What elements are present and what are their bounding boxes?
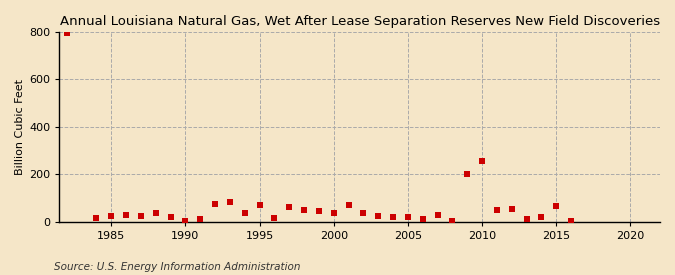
Point [358, 211, 369, 216]
Point [180, 218, 191, 223]
Point [254, 203, 265, 207]
Point [343, 203, 354, 207]
Point [195, 217, 206, 222]
Point [402, 215, 413, 219]
Point [151, 211, 161, 216]
Point [106, 214, 117, 218]
Point [387, 215, 398, 219]
Point [298, 208, 309, 212]
Point [462, 172, 472, 177]
Point [536, 215, 547, 219]
Point [136, 214, 146, 218]
Point [506, 207, 517, 211]
Point [521, 217, 532, 222]
Point [121, 212, 132, 217]
Point [328, 211, 339, 216]
Point [91, 216, 102, 220]
Point [210, 202, 221, 206]
Point [566, 218, 576, 223]
Point [313, 209, 324, 213]
Point [225, 199, 236, 204]
Point [491, 208, 502, 212]
Point [61, 31, 72, 35]
Point [373, 214, 383, 218]
Point [477, 159, 487, 163]
Title: Annual Louisiana Natural Gas, Wet After Lease Separation Reserves New Field Disc: Annual Louisiana Natural Gas, Wet After … [59, 15, 659, 28]
Y-axis label: Billion Cubic Feet: Billion Cubic Feet [15, 79, 25, 175]
Text: Source: U.S. Energy Information Administration: Source: U.S. Energy Information Administ… [54, 262, 300, 272]
Point [417, 217, 428, 222]
Point [165, 215, 176, 219]
Point [447, 218, 458, 223]
Point [240, 211, 250, 216]
Point [551, 204, 562, 208]
Point [432, 212, 443, 217]
Point [284, 205, 294, 210]
Point [269, 216, 279, 220]
